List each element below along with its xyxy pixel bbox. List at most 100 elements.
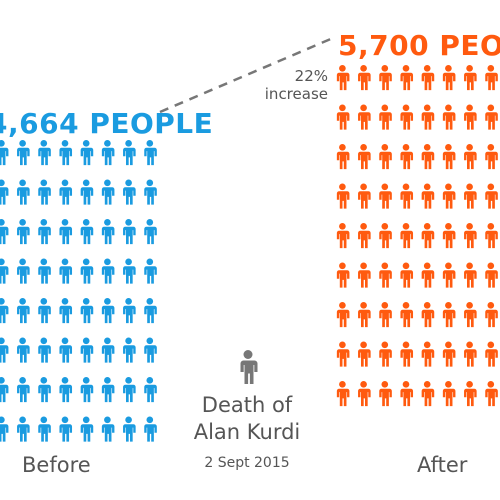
after-person-icon (336, 341, 350, 367)
after-person-icon (485, 104, 498, 130)
before-person-icon (17, 416, 30, 442)
before-person-icon (80, 298, 94, 324)
after-person-icon (464, 223, 477, 249)
after-person-icon (379, 341, 392, 367)
after-person-icon (464, 65, 477, 91)
before-person-icon (0, 140, 9, 166)
before-person-icon (123, 377, 136, 403)
before-person-icon (80, 416, 94, 442)
before-person-icon (38, 416, 51, 442)
before-person-icon (59, 337, 73, 363)
before-person-icon (38, 219, 51, 245)
before-person-icon (38, 140, 51, 166)
before-person-icon (144, 337, 157, 363)
event-title-line1: Death of (201, 393, 293, 417)
after-person-icon (464, 144, 477, 170)
after-person-icon (421, 104, 435, 130)
after-person-icon (464, 381, 477, 407)
after-person-icon (442, 381, 456, 407)
before-person-icon (17, 298, 30, 324)
before-person-icon (17, 219, 30, 245)
before-person-icon (80, 337, 94, 363)
after-person-icon (358, 302, 371, 328)
after-person-icon (442, 341, 456, 367)
before-person-icon (101, 258, 115, 284)
before-person-icon (101, 219, 115, 245)
before-person-icon (101, 140, 115, 166)
before-person-icon (101, 337, 115, 363)
before-person-icon (17, 377, 30, 403)
before-person-icon (0, 416, 9, 442)
increase-percent: 22% (294, 67, 328, 85)
before-value-label: 4,664 PEOPLE (0, 107, 214, 140)
after-person-icon (485, 341, 498, 367)
after-person-icon (400, 341, 414, 367)
after-person-icon (379, 183, 392, 209)
before-person-icon (59, 416, 73, 442)
event-title: Death of Alan Kurdi (176, 392, 318, 446)
before-person-icon (123, 416, 136, 442)
before-person-icon (0, 179, 9, 205)
after-person-icon (442, 262, 456, 288)
before-person-icon (0, 298, 9, 324)
category-label-after: After (417, 453, 468, 477)
after-person-icon (336, 381, 350, 407)
after-person-icon (400, 381, 414, 407)
after-person-icon (379, 223, 392, 249)
after-person-icon (442, 144, 456, 170)
after-person-icon (442, 183, 456, 209)
after-person-icon (336, 104, 350, 130)
before-person-icon (38, 377, 51, 403)
after-person-icon (442, 104, 456, 130)
after-person-icon (442, 302, 456, 328)
after-person-icon (421, 183, 435, 209)
after-person-icon (485, 144, 498, 170)
after-person-icon (358, 144, 371, 170)
before-person-icon (38, 179, 51, 205)
after-person-icon (379, 262, 392, 288)
before-person-icon (0, 258, 9, 284)
before-person-icon (144, 219, 157, 245)
before-person-icon (101, 298, 115, 324)
before-person-icon (123, 140, 136, 166)
after-person-icon (485, 381, 498, 407)
before-person-icon (17, 179, 30, 205)
after-person-icon (400, 183, 414, 209)
increase-annotation: 22% increase (265, 67, 328, 103)
after-person-icon (421, 381, 435, 407)
before-person-icon (80, 179, 94, 205)
increase-word: increase (264, 85, 328, 103)
event-date: 2 Sept 2015 (204, 455, 290, 471)
after-person-icon (358, 223, 371, 249)
before-person-icon (0, 219, 9, 245)
after-person-icon (400, 144, 414, 170)
before-person-icon (59, 179, 73, 205)
before-person-icon (80, 140, 94, 166)
after-person-icon (379, 381, 392, 407)
after-person-icon (485, 223, 498, 249)
after-person-icon (464, 302, 477, 328)
before-person-icon (38, 337, 51, 363)
before-person-icon (59, 377, 73, 403)
before-person-icon (17, 258, 30, 284)
before-person-icon (38, 298, 51, 324)
before-person-icon (80, 219, 94, 245)
after-person-icon (400, 65, 414, 91)
after-person-icon (485, 65, 498, 91)
before-person-icon (101, 416, 115, 442)
after-person-icon (442, 65, 456, 91)
after-person-icon (336, 65, 350, 91)
after-person-icon (421, 223, 435, 249)
before-person-icon (59, 298, 73, 324)
before-person-icon (59, 140, 73, 166)
before-person-icon (144, 140, 157, 166)
person-icon (240, 350, 258, 384)
after-person-icon (336, 302, 350, 328)
before-person-icon (17, 337, 30, 363)
after-person-icon (379, 104, 392, 130)
after-person-icon (358, 381, 371, 407)
after-person-icon (421, 144, 435, 170)
before-person-icon (123, 337, 136, 363)
